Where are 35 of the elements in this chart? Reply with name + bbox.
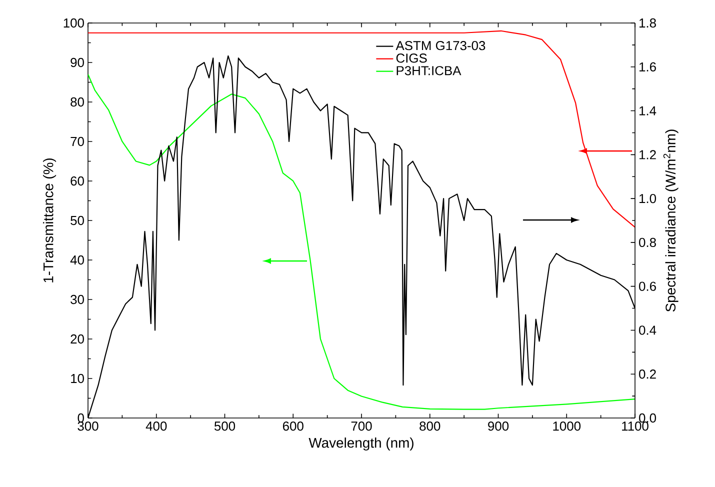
y-tick-label: 10 [71,374,84,384]
y2-axis-title: Spectral irradiance (W/m$^{2}$nm) [663,130,678,312]
x-tick-label: 1000 [553,422,581,431]
x-tick-label: 900 [488,422,509,431]
y2-tick-label: 1.8 [640,18,656,28]
y-tick-label: 20 [70,334,84,344]
x-tick-label: 600 [282,422,304,431]
y-tick-label: 50 [70,216,84,226]
x-tick-label: 400 [146,422,167,431]
y2-tick-label: 1.2 [640,150,656,160]
x-axis-title: Wavelength (nm) [308,438,414,451]
y2-tick-label: 1.6 [640,62,656,72]
y-tick-label: 70 [70,136,84,146]
x-tick-label: 1100 [622,422,648,431]
y-tick-label: 30 [70,294,84,304]
x-tick-label: 500 [214,422,236,431]
y2-tick-label: 0.4 [639,326,656,335]
y-tick-label: 100 [64,18,84,28]
y2-tick-label: 0.6 [639,282,656,291]
y-tick-label: 80 [70,97,84,107]
y2-tick-label: 1.4 [640,106,656,116]
y2-tick-label: 0.0 [639,413,656,423]
y2-tick-label: 1.0 [640,194,656,204]
y2-tick-label: 0.8 [639,238,656,248]
y-axis-title: 1-Transmittance (%) [43,158,56,282]
x-tick-label: 700 [351,422,372,431]
x-tick-label: 300 [78,422,98,431]
y-tick-label: 60 [70,176,84,186]
y2-tick-label: 0.2 [639,370,656,379]
y-tick-label: 90 [70,58,84,68]
y-tick-label: 40 [70,255,84,265]
legend-label: P3HT:ICBA [396,66,462,76]
legend-label: ASTM G173-03 [396,41,486,50]
legend-label: CIGS [396,54,427,63]
x-tick-label: 800 [420,422,440,431]
